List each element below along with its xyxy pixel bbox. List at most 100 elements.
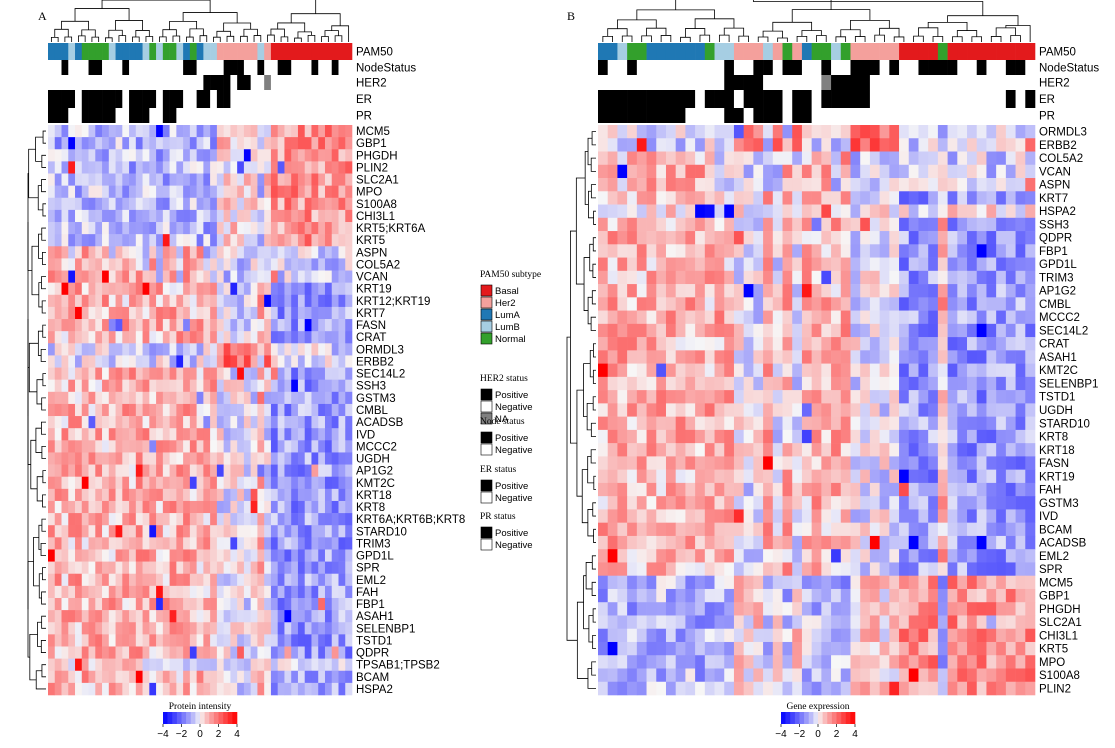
heatmap-cell xyxy=(108,125,116,138)
heatmap-cell xyxy=(169,585,177,599)
heatmap-cell xyxy=(115,222,123,235)
heatmap-cell xyxy=(986,270,997,285)
annotation-cell xyxy=(908,43,919,60)
heatmap-cell xyxy=(68,306,76,320)
dendrogram-branch xyxy=(591,661,596,676)
heatmap-cell xyxy=(149,161,157,174)
annotation-cell xyxy=(122,43,130,60)
heatmap-cell xyxy=(250,452,258,465)
heatmap-cell xyxy=(122,634,130,647)
heatmap-cell xyxy=(908,297,919,311)
heatmap-cell xyxy=(291,343,299,356)
heatmap-cell xyxy=(617,549,628,563)
heatmap-cell xyxy=(636,509,647,523)
heatmap-cell xyxy=(61,634,69,647)
heatmap-cell xyxy=(598,562,609,576)
heatmap-cell xyxy=(996,535,1007,550)
heatmap-cell xyxy=(937,337,948,351)
heatmap-cell xyxy=(899,588,910,603)
annotation-cell xyxy=(986,75,997,90)
heatmap-cell xyxy=(88,379,96,393)
heatmap-cell xyxy=(216,355,224,368)
heatmap-cell xyxy=(284,622,292,635)
heatmap-cell xyxy=(967,429,978,444)
heatmap-cell xyxy=(210,379,218,393)
heatmap-cell xyxy=(68,367,76,380)
heatmap-cell xyxy=(48,416,56,429)
heatmap-cell xyxy=(860,151,871,166)
heatmap-cell xyxy=(947,310,958,325)
heatmap-cell xyxy=(169,549,177,562)
heatmap-cell xyxy=(196,488,204,502)
colorbar-swatch xyxy=(176,712,182,724)
gene-label: S100A8 xyxy=(1039,670,1080,682)
heatmap-cell xyxy=(156,319,164,332)
heatmap-cell xyxy=(257,670,265,684)
heatmap-cell xyxy=(889,509,900,523)
heatmap-cell xyxy=(937,178,948,192)
annotation-cell xyxy=(156,108,164,123)
dendrogram-branch xyxy=(752,0,984,16)
heatmap-cell xyxy=(656,376,667,391)
heatmap-cell xyxy=(216,440,224,453)
heatmap-cell xyxy=(297,306,306,320)
heatmap-cell xyxy=(996,403,1007,417)
heatmap-cell xyxy=(237,137,245,150)
annotation-cell xyxy=(685,75,696,90)
heatmap-cell xyxy=(210,234,218,247)
heatmap-cell xyxy=(48,173,56,186)
heatmap-cell xyxy=(61,416,69,429)
heatmap-cell xyxy=(250,682,258,696)
heatmap-cell xyxy=(102,670,110,684)
heatmap-cell xyxy=(607,469,618,484)
heatmap-cell xyxy=(257,476,265,490)
annotation-cell xyxy=(782,75,793,90)
heatmap-cell xyxy=(203,161,211,174)
heatmap-cell xyxy=(61,585,69,599)
heatmap-cell xyxy=(869,217,880,232)
annotation-cell xyxy=(1025,60,1036,75)
heatmap-cell xyxy=(277,197,285,211)
heatmap-cell xyxy=(54,610,62,623)
heatmap-cell xyxy=(48,234,56,247)
heatmap-cell xyxy=(142,294,150,308)
heatmap-cell xyxy=(129,222,137,235)
heatmap-cell xyxy=(889,151,900,166)
heatmap-cell xyxy=(304,416,312,429)
annotation-cell xyxy=(54,108,62,123)
heatmap-cell xyxy=(1005,562,1016,576)
heatmap-cell xyxy=(203,355,211,368)
heatmap-cell xyxy=(831,655,842,669)
heatmap-cell xyxy=(957,390,968,404)
heatmap-cell xyxy=(48,331,56,344)
heatmap-cell xyxy=(203,670,211,684)
heatmap-cell xyxy=(617,310,628,325)
heatmap-cell xyxy=(270,500,278,514)
annotation-cell xyxy=(908,90,919,108)
heatmap-cell xyxy=(976,443,987,457)
heatmap-cell xyxy=(277,428,285,441)
heatmap-cell xyxy=(196,125,204,138)
heatmap-cell xyxy=(203,125,211,138)
heatmap-cell xyxy=(61,161,69,174)
annotation-cell xyxy=(753,43,764,60)
heatmap-cell xyxy=(142,537,150,550)
heatmap-cell xyxy=(81,658,89,672)
heatmap-cell xyxy=(304,355,312,368)
heatmap-cell xyxy=(61,355,69,368)
heatmap-cell xyxy=(957,204,968,219)
heatmap-cell xyxy=(257,355,265,368)
heatmap-cell xyxy=(743,602,754,616)
heatmap-cell xyxy=(216,222,224,235)
heatmap-cell xyxy=(156,222,164,235)
heatmap-cell xyxy=(102,125,110,138)
heatmap-cell xyxy=(108,161,116,174)
heatmap-cell xyxy=(899,496,910,510)
annotation-cell xyxy=(598,43,609,60)
heatmap-cell xyxy=(149,149,157,162)
heatmap-cell xyxy=(1025,390,1036,404)
heatmap-cell xyxy=(88,391,96,405)
heatmap-cell xyxy=(928,270,939,285)
heatmap-cell xyxy=(189,367,197,380)
dendrogram-branch xyxy=(41,591,46,605)
